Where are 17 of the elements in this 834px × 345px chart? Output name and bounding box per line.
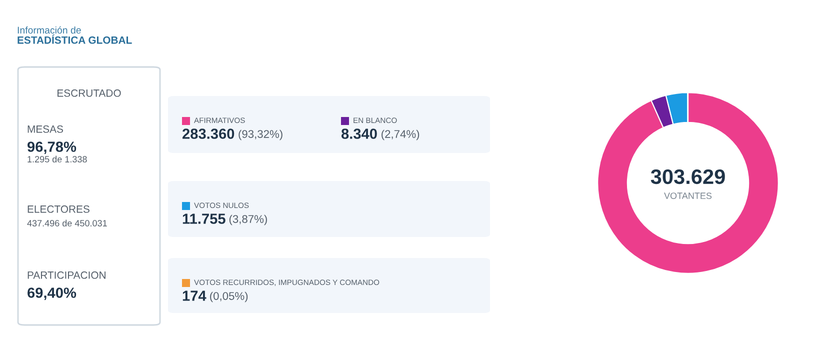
text: ESCRUTADO	[58, 89, 121, 97]
text: ELECTORES	[28, 205, 90, 213]
data-label: 283.360 (93,32%)	[182, 128, 282, 140]
text: 1.295 de 1.338	[28, 156, 87, 162]
data-label: 8.340 (2,74%)	[341, 128, 420, 140]
data-label: 11.755 (3,87%)	[182, 214, 267, 226]
text: 96,78%	[28, 142, 76, 154]
donut-slice	[597, 92, 779, 274]
text: MESAS	[28, 125, 63, 133]
text: 437.496 de 450.031	[27, 220, 107, 226]
text: ESTADÍSTICA GLOBAL	[18, 34, 132, 44]
text: 69,40%	[28, 288, 76, 300]
text: Información de	[18, 26, 81, 34]
text: VOTANTES	[664, 192, 712, 199]
text: PARTICIPACION	[28, 271, 106, 279]
text: 303.629	[650, 169, 725, 184]
data-label: 174 (0,05%)	[182, 290, 248, 302]
